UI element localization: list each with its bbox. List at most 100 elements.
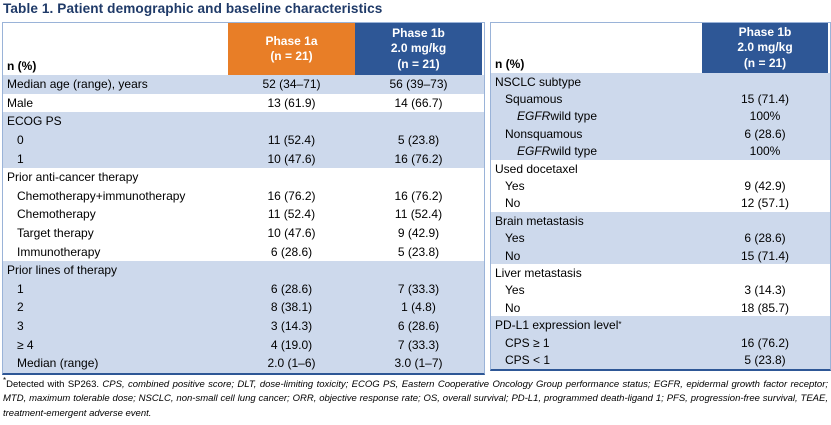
row-label: No xyxy=(505,196,521,211)
disease-characteristics-table: n (%) Phase 1b 2.0 mg/kg (n = 21) NSCLC su… xyxy=(490,22,831,371)
table-row: 1 10 (47.6) 16 (76.2) xyxy=(3,149,484,168)
row-label: Male xyxy=(7,95,34,110)
column-header-phase-1a: Phase 1a (n = 21) xyxy=(228,23,355,75)
row-value: 16 (76.2) xyxy=(267,188,316,203)
column-header-n-percent: n (%) xyxy=(495,57,525,71)
row-label: Liver metastasis xyxy=(495,265,582,280)
row-label: ECOG PS xyxy=(7,114,62,129)
demographics-table: n (%) Phase 1a (n = 21) Phase 1b 2.0 mg/kg… xyxy=(2,22,485,375)
row-label-part: PD-L1 expression level xyxy=(495,318,619,333)
row-value: 4 (19.0) xyxy=(270,337,313,352)
row-value: 2.0 (1–6) xyxy=(267,356,316,371)
row-value xyxy=(702,212,828,229)
row-value: 6 (28.6) xyxy=(397,319,440,334)
row-value: 6 (28.6) xyxy=(744,126,786,141)
row-value: 100% xyxy=(749,144,781,159)
table-row: Prior lines of therapy xyxy=(3,260,484,280)
column-header-n-percent: n (%) xyxy=(7,59,37,73)
table-row: Nonsquamous 6 (28.6) xyxy=(491,125,830,143)
row-label: Nonsquamous xyxy=(505,126,583,141)
row-label-part: wild type xyxy=(550,109,598,124)
row-label: Immunotherapy xyxy=(17,244,101,259)
row-label: Chemotherapy+immunotherapy xyxy=(17,188,186,203)
table-row: Target therapy 10 (47.6) 9 (42.9) xyxy=(3,224,484,243)
page-title: Table 1. Patient demographic and baselin… xyxy=(3,1,383,16)
table-row: Brain metastasis xyxy=(491,212,830,230)
footnote-part: CPS, combined positive score; DLT, dose-… xyxy=(3,379,829,419)
row-value: 8 (38.1) xyxy=(270,300,313,315)
row-label: EGFR wild type xyxy=(491,143,702,160)
table-row: 2 8 (38.1) 1 (4.8) xyxy=(3,298,484,317)
row-value: 10 (47.6) xyxy=(267,226,316,241)
row-value: 7 (33.3) xyxy=(397,337,440,352)
table-row: Prior anti-cancer therapy xyxy=(3,168,484,187)
row-value: 52 (34–71) xyxy=(262,77,321,92)
table-row: PD-L1 expression level * xyxy=(491,316,830,334)
row-value: 7 (33.3) xyxy=(397,281,440,296)
table-row: 3 3 (14.3) 6 (28.6) xyxy=(3,316,484,336)
row-value: 16 (76.2) xyxy=(740,335,790,350)
row-label: ≥ 4 xyxy=(17,337,34,352)
table-row: ≥ 4 4 (19.0) 7 (33.3) xyxy=(3,335,484,354)
row-label: NSCLC subtype xyxy=(495,74,582,89)
row-value: 3.0 (1–7) xyxy=(394,356,443,371)
row-value: 6 (28.6) xyxy=(270,281,313,296)
table-row: Median (range) 2.0 (1–6) 3.0 (1–7) xyxy=(3,353,484,373)
column-header-phase-1b: Phase 1b 2.0 mg/kg (n = 21) xyxy=(702,23,828,73)
row-value: 3 (14.3) xyxy=(270,319,313,334)
row-label: 0 xyxy=(17,133,24,148)
row-label: EGFR wild type xyxy=(491,108,702,125)
row-value: 9 (42.9) xyxy=(397,226,440,241)
row-label-part: EGFR xyxy=(517,144,551,159)
row-label: Median age (range), years xyxy=(7,77,148,92)
row-value: 5 (23.8) xyxy=(397,244,440,259)
table-row: Male 13 (61.9) 14 (66.7) xyxy=(3,94,484,113)
row-label: CPS ≥ 1 xyxy=(505,335,550,350)
row-label: Prior anti-cancer therapy xyxy=(7,170,139,185)
row-value: 15 (71.4) xyxy=(740,248,790,263)
row-value: 3 (14.3) xyxy=(744,283,786,298)
row-value: 5 (23.8) xyxy=(397,133,440,148)
header-row: n (%) Phase 1a (n = 21) Phase 1b 2.0 mg/kg… xyxy=(3,23,484,75)
table-row: Yes 9 (42.9) xyxy=(491,177,830,194)
row-label: Yes xyxy=(505,231,525,246)
row-label: No xyxy=(505,300,521,315)
table-row: 1 6 (28.6) 7 (33.3) xyxy=(3,279,484,299)
row-label: Squamous xyxy=(505,92,563,107)
row-value xyxy=(702,73,828,90)
table-row: Chemotherapy 11 (52.4) 11 (52.4) xyxy=(3,205,484,224)
row-label: Chemotherapy xyxy=(17,207,96,222)
table-row: Yes 6 (28.6) xyxy=(491,229,830,247)
row-value xyxy=(702,316,828,333)
row-value: 11 (52.4) xyxy=(394,207,443,222)
footnote: *Detected with SP263. CPS, combined posi… xyxy=(3,376,829,421)
row-value: 1 (4.8) xyxy=(401,300,436,315)
row-value xyxy=(355,168,482,187)
row-value: 56 (39–73) xyxy=(389,77,448,92)
table-row: CPS ≥ 1 16 (76.2) xyxy=(491,333,830,352)
row-value: 100% xyxy=(749,109,781,124)
row-label: Yes xyxy=(505,283,525,298)
table-row: No 12 (57.1) xyxy=(491,195,830,212)
table-row: Used docetaxel xyxy=(491,160,830,177)
row-label: CPS < 1 xyxy=(505,352,551,367)
row-value: 16 (76.2) xyxy=(394,151,443,166)
row-value xyxy=(355,112,482,131)
table-row: Median age (range), years 52 (34–71) 56 (3… xyxy=(3,75,484,94)
column-header-phase-1b: Phase 1b 2.0 mg/kg (n = 21) xyxy=(355,23,482,75)
table-row: NSCLC subtype xyxy=(491,73,830,91)
row-label-part: EGFR xyxy=(517,109,551,124)
table-row: Squamous 15 (71.4) xyxy=(491,90,830,108)
table-row: 0 11 (52.4) 5 (23.8) xyxy=(3,130,484,150)
table-row: No 15 (71.4) xyxy=(491,246,830,265)
row-label: 1 xyxy=(17,151,24,166)
table-row: Yes 3 (14.3) xyxy=(491,282,830,299)
table-row: No 18 (85.7) xyxy=(491,299,830,316)
row-label: Brain metastasis xyxy=(495,213,584,228)
row-value: 10 (47.6) xyxy=(267,151,316,166)
row-value: 13 (61.9) xyxy=(267,95,316,110)
row-value: 14 (66.7) xyxy=(394,95,443,110)
row-value: 5 (23.8) xyxy=(744,352,786,367)
row-label: Target therapy xyxy=(17,226,94,241)
row-label: Prior lines of therapy xyxy=(7,263,118,278)
